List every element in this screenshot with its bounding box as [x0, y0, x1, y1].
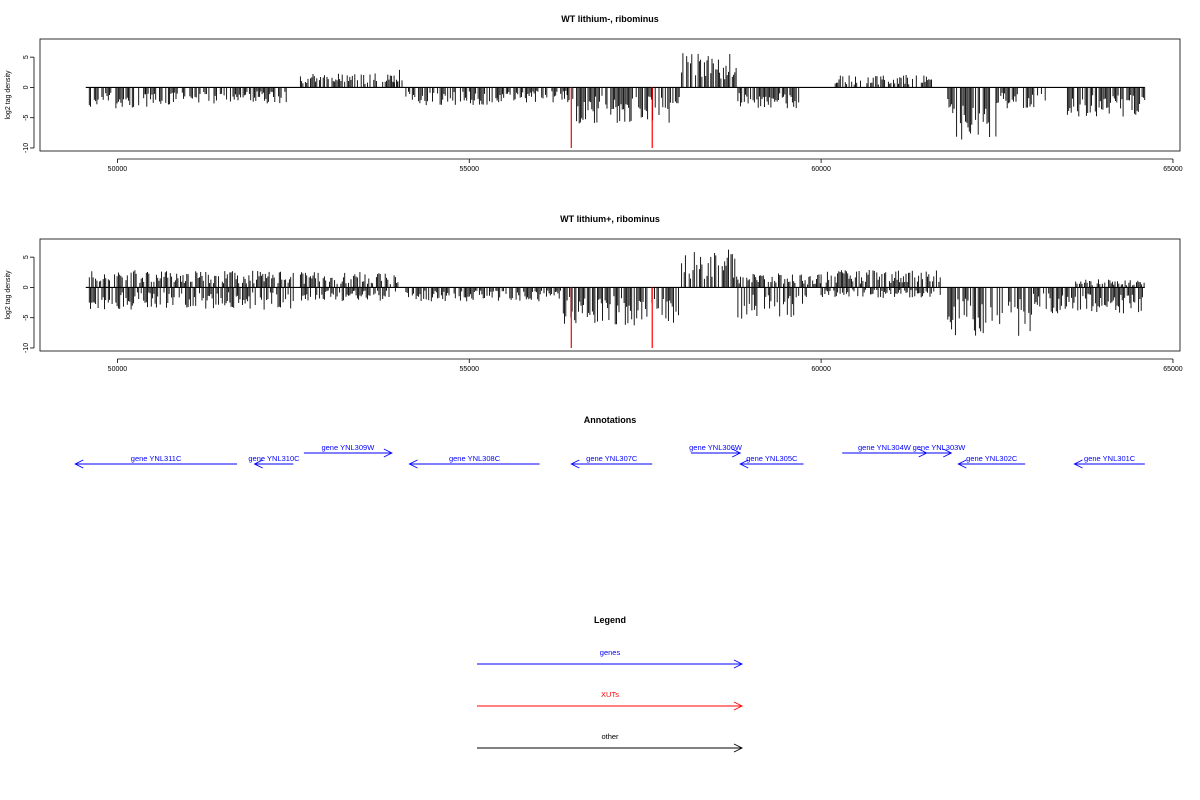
xut-markers	[570, 287, 653, 348]
panel-title: WT lithium+, ribominus	[560, 214, 660, 224]
legend-arrow-head	[733, 701, 744, 711]
gene-label: gene YNL308C	[449, 454, 501, 463]
gene-arrow: gene YNL310C	[248, 454, 300, 469]
legend-item-label: other	[601, 732, 619, 741]
legend-item: other	[477, 732, 744, 753]
gene-arrow: gene YNL309W	[303, 443, 393, 458]
annotations-panel: Annotations gene YNL311C gene YNL310Cgene…	[74, 415, 1145, 469]
gene-arrow-head	[1073, 459, 1083, 469]
x-tick-label: 60000	[811, 166, 831, 173]
legend-arrow-head	[733, 743, 744, 753]
xut-markers	[570, 87, 653, 148]
gene-arrow: gene YNL306W	[689, 443, 743, 458]
density-bars	[85, 249, 1145, 336]
gene-label: gene YNL304W	[858, 443, 912, 452]
plot-frame	[39, 238, 1181, 352]
gene-label: gene YNL301C	[1084, 454, 1136, 463]
y-tick-label: 0	[23, 85, 30, 89]
gene-label: gene YNL310C	[248, 454, 300, 463]
x-tick-label: 50000	[108, 166, 128, 173]
x-tick-label: 55000	[460, 166, 480, 173]
x-tick-label: 60000	[811, 366, 831, 373]
gene-arrow-head	[570, 459, 580, 469]
y-tick-label: -5	[23, 114, 30, 120]
gene-label: gene YNL311C	[131, 454, 182, 463]
y-axis: -10 -5 0 5	[23, 255, 35, 353]
gene-arrow-head	[408, 459, 418, 469]
track-panel-lithium-minus: WT lithium-, ribominus log2 tag density …	[5, 14, 1183, 173]
x-axis: 50000 55000 60000 65000	[108, 358, 1183, 373]
gene-label: gene YNL307C	[586, 454, 638, 463]
legend: Legend genes XUTs other	[477, 615, 744, 753]
legend-item-label: genes	[600, 648, 621, 657]
gene-label: gene YNL302C	[966, 454, 1018, 463]
legend-item: genes	[477, 648, 744, 669]
gene-label: gene YNL305C	[746, 454, 798, 463]
gene-label: gene YNL303W	[913, 443, 967, 452]
y-tick-label: 0	[23, 285, 30, 289]
gene-arrow-head	[739, 459, 749, 469]
x-tick-label: 65000	[1163, 166, 1183, 173]
plot-frame	[39, 38, 1181, 152]
gene-arrow: gene YNL307C	[570, 454, 653, 469]
legend-item-label: XUTs	[601, 690, 619, 699]
gene-arrow-head	[383, 448, 393, 458]
gene-arrow: gene YNL311C	[74, 454, 238, 469]
x-tick-label: 50000	[108, 366, 128, 373]
gene-label: gene YNL309W	[321, 443, 375, 452]
gene-arrow: gene YNL302C	[957, 454, 1026, 469]
panel-title: WT lithium-, ribominus	[561, 14, 659, 24]
x-axis: 50000 55000 60000 65000	[108, 158, 1183, 173]
legend-arrow-head	[733, 659, 744, 669]
gene-arrows: gene YNL311C gene YNL310C gene YNL309W gene…	[74, 443, 1145, 469]
y-axis-label: log2 tag density	[5, 70, 12, 120]
gene-arrow-head	[943, 448, 953, 458]
x-tick-label: 65000	[1163, 366, 1183, 373]
y-tick-label: -10	[23, 343, 30, 353]
density-bars	[85, 53, 1146, 140]
y-axis: -10 -5 0 5	[23, 55, 35, 153]
gene-label: gene YNL306W	[689, 443, 743, 452]
y-tick-label: -10	[23, 143, 30, 153]
y-tick-label: -5	[23, 314, 30, 320]
legend-items: genes XUTs other	[477, 648, 744, 753]
gene-arrow-head	[74, 459, 84, 469]
gene-arrow: gene YNL303W	[913, 443, 967, 458]
gene-arrow-head	[253, 459, 263, 469]
gene-arrow: gene YNL301C	[1073, 454, 1145, 469]
gene-arrow: gene YNL305C	[739, 454, 804, 469]
track-panel-lithium-plus: WT lithium+, ribominus log2 tag density …	[5, 214, 1183, 373]
y-tick-label: 5	[23, 55, 30, 59]
gene-arrow-head	[731, 448, 742, 458]
gene-arrow: gene YNL308C	[408, 454, 540, 469]
x-tick-label: 55000	[460, 366, 480, 373]
gene-arrow-head	[957, 459, 967, 469]
legend-item: XUTs	[477, 690, 744, 711]
y-axis-label: log2 tag density	[5, 270, 12, 320]
legend-title: Legend	[594, 615, 626, 625]
y-tick-label: 5	[23, 255, 30, 259]
annotations-title: Annotations	[584, 415, 637, 425]
